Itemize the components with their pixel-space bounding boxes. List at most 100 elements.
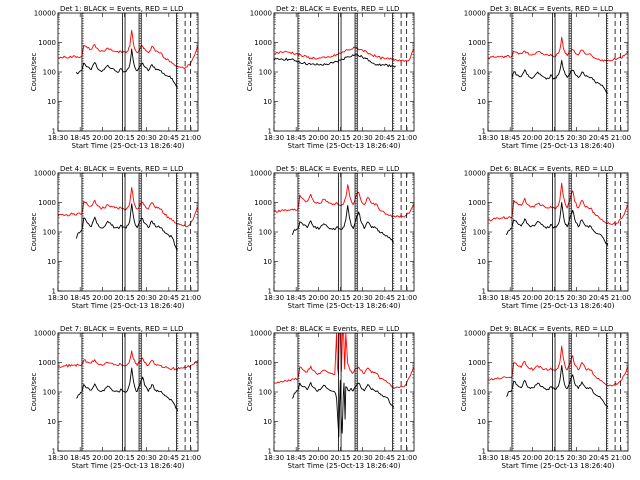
chart-title: Det 7: BLACK = Events, RED = LLD (60, 325, 183, 333)
y-tick-label: 1 (482, 287, 486, 295)
y-tick-label: 1000 (38, 199, 56, 207)
x-tick-label: 20:30 (567, 454, 587, 462)
y-tick-label: 100 (259, 228, 272, 236)
plot-area (274, 173, 414, 291)
series-line-events (75, 203, 178, 251)
y-tick-label: 10000 (34, 329, 56, 337)
x-tick-label: 20:15 (330, 294, 350, 302)
x-tick-label: 18:45 (70, 454, 90, 462)
x-tick-label: 20:15 (330, 134, 350, 142)
series-line-events (292, 379, 395, 438)
x-tick-label: 21:00 (181, 294, 201, 302)
x-tick-label: 20:30 (137, 294, 157, 302)
series-line-events (506, 364, 609, 408)
chart-title: Det 6: BLACK = Events, RED = LLD (490, 165, 613, 173)
series-line-events (274, 54, 396, 68)
y-tick-label: 10000 (250, 9, 272, 17)
y-tick-label: 1 (52, 447, 56, 455)
y-tick-label: 10 (263, 258, 272, 266)
x-tick-label: 18:45 (70, 134, 90, 142)
x-tick-label: 20:45 (159, 294, 179, 302)
x-tick-label: 20:15 (114, 294, 134, 302)
plot-area (58, 333, 198, 451)
x-tick-label: 20:45 (589, 134, 609, 142)
axes-frame (273, 332, 415, 452)
x-tick-label: 20:45 (159, 134, 179, 142)
plot-area (488, 13, 628, 131)
x-tick-label: 20:00 (308, 454, 328, 462)
x-tick-label: 21:00 (181, 134, 201, 142)
y-axis-label: Counts/sec (460, 53, 468, 92)
x-tick-label: 21:00 (397, 294, 417, 302)
chart-panel-9: Det 9: BLACK = Events, RED = LLD 1 10 100 10… (460, 325, 631, 470)
y-tick-label: 100 (473, 68, 486, 76)
x-tick-label: 20:15 (544, 454, 564, 462)
y-axis-label: Counts/sec (30, 213, 38, 252)
x-tick-label: 20:30 (137, 454, 157, 462)
x-axis-label: Start Time (25-Oct-13 18:26:40) (502, 302, 615, 310)
x-axis-label: Start Time (25-Oct-13 18:26:40) (502, 142, 615, 150)
x-tick-label: 18:45 (500, 134, 520, 142)
chart-panel-2: Det 2: BLACK = Events, RED = LLD 1 10 100 10… (246, 5, 417, 150)
x-tick-label: 20:00 (522, 294, 542, 302)
x-tick-label: 18:30 (478, 454, 498, 462)
chart-title: Det 9: BLACK = Events, RED = LLD (490, 325, 613, 333)
y-axis-label: Counts/sec (246, 53, 254, 92)
chart-panel-8: Det 8: BLACK = Events, RED = LLD 1 10 100 10… (246, 325, 417, 470)
x-tick-label: 21:00 (611, 454, 631, 462)
x-tick-label: 21:00 (611, 294, 631, 302)
series-line-events (511, 59, 608, 94)
series-line-events (505, 202, 609, 246)
y-tick-label: 10000 (464, 169, 486, 177)
x-tick-label: 20:00 (308, 134, 328, 142)
chart-panel-6: Det 6: BLACK = Events, RED = LLD 1 10 100 10… (460, 165, 631, 310)
y-tick-label: 10000 (464, 9, 486, 17)
y-tick-label: 10 (263, 98, 272, 106)
y-axis-label: Counts/sec (460, 373, 468, 412)
x-tick-label: 20:30 (353, 294, 373, 302)
y-axis-label: Counts/sec (246, 373, 254, 412)
chart-title: Det 8: BLACK = Events, RED = LLD (276, 325, 399, 333)
x-axis-label: Start Time (25-Oct-13 18:26:40) (72, 142, 185, 150)
x-tick-label: 20:45 (375, 134, 395, 142)
x-tick-label: 20:30 (567, 294, 587, 302)
x-tick-label: 20:30 (353, 454, 373, 462)
axes-frame (487, 12, 629, 132)
x-tick-label: 20:45 (589, 454, 609, 462)
y-tick-label: 1 (482, 447, 486, 455)
x-tick-label: 20:15 (544, 294, 564, 302)
y-tick-label: 100 (43, 68, 56, 76)
chart-panel-5: Det 5: BLACK = Events, RED = LLD 1 10 100 10… (246, 165, 417, 310)
y-tick-label: 1 (268, 287, 272, 295)
x-tick-label: 20:00 (92, 294, 112, 302)
x-tick-label: 20:00 (92, 134, 112, 142)
x-tick-label: 21:00 (397, 454, 417, 462)
y-tick-label: 100 (473, 388, 486, 396)
y-tick-label: 1 (52, 287, 56, 295)
series-line-events (75, 48, 178, 88)
x-axis-label: Start Time (25-Oct-13 18:26:40) (502, 462, 615, 470)
plot-area (58, 173, 198, 291)
axes-frame (57, 172, 199, 292)
axes-frame (487, 172, 629, 292)
y-axis-label: Counts/sec (246, 213, 254, 252)
x-tick-label: 18:30 (48, 294, 68, 302)
axes-frame (487, 332, 629, 452)
chart-title: Det 3: BLACK = Events, RED = LLD (490, 5, 613, 13)
axes-frame (273, 172, 415, 292)
x-tick-label: 18:30 (264, 134, 284, 142)
x-tick-label: 21:00 (397, 134, 417, 142)
y-tick-label: 10 (477, 98, 486, 106)
y-tick-label: 10000 (464, 329, 486, 337)
x-axis-label: Start Time (25-Oct-13 18:26:40) (72, 462, 185, 470)
y-tick-label: 100 (259, 388, 272, 396)
x-tick-label: 21:00 (181, 454, 201, 462)
y-tick-label: 1 (268, 127, 272, 135)
y-tick-label: 100 (473, 228, 486, 236)
plot-area (58, 13, 198, 131)
x-tick-label: 18:45 (500, 454, 520, 462)
y-tick-label: 1000 (38, 359, 56, 367)
x-tick-label: 20:30 (567, 134, 587, 142)
x-tick-label: 20:00 (522, 134, 542, 142)
